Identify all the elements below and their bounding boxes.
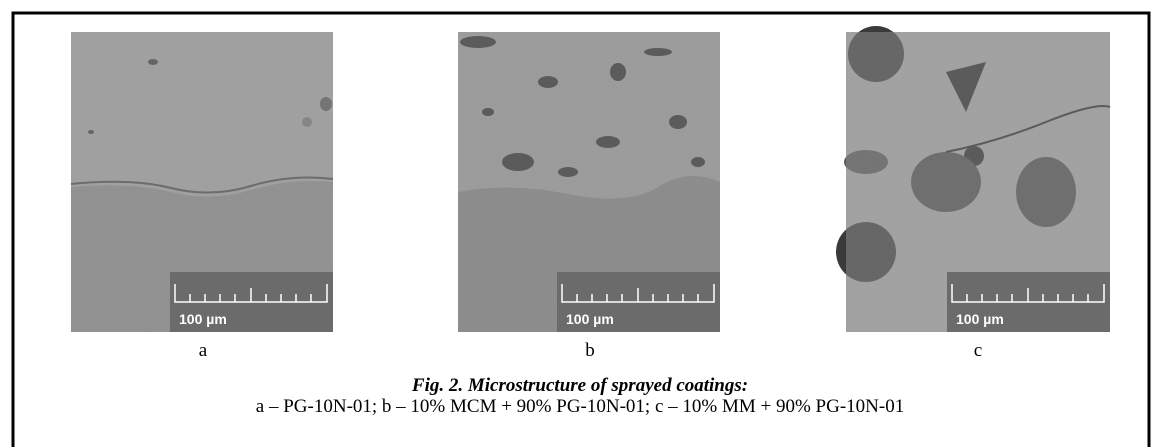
caption-title: Fig. 2. Microstructure of sprayed coatin… xyxy=(411,375,748,396)
micrograph: 100 µm xyxy=(71,32,333,332)
scale-label: 100 µm xyxy=(179,311,227,327)
panel-label: c xyxy=(974,340,982,361)
micrograph: 100 µm xyxy=(836,26,1110,332)
caption-text: a – PG-10N-01; b – 10% MCM + 90% PG-10N-… xyxy=(256,396,904,417)
micrograph: 100 µm xyxy=(458,32,720,332)
scale-label: 100 µm xyxy=(956,311,1004,327)
panel-label: b xyxy=(585,340,595,361)
panel-label: a xyxy=(199,340,208,361)
scale-label: 100 µm xyxy=(566,311,614,327)
figure: 100 µm 100 µm 100 µm a b c Fig. 2. Micro… xyxy=(0,0,1161,447)
